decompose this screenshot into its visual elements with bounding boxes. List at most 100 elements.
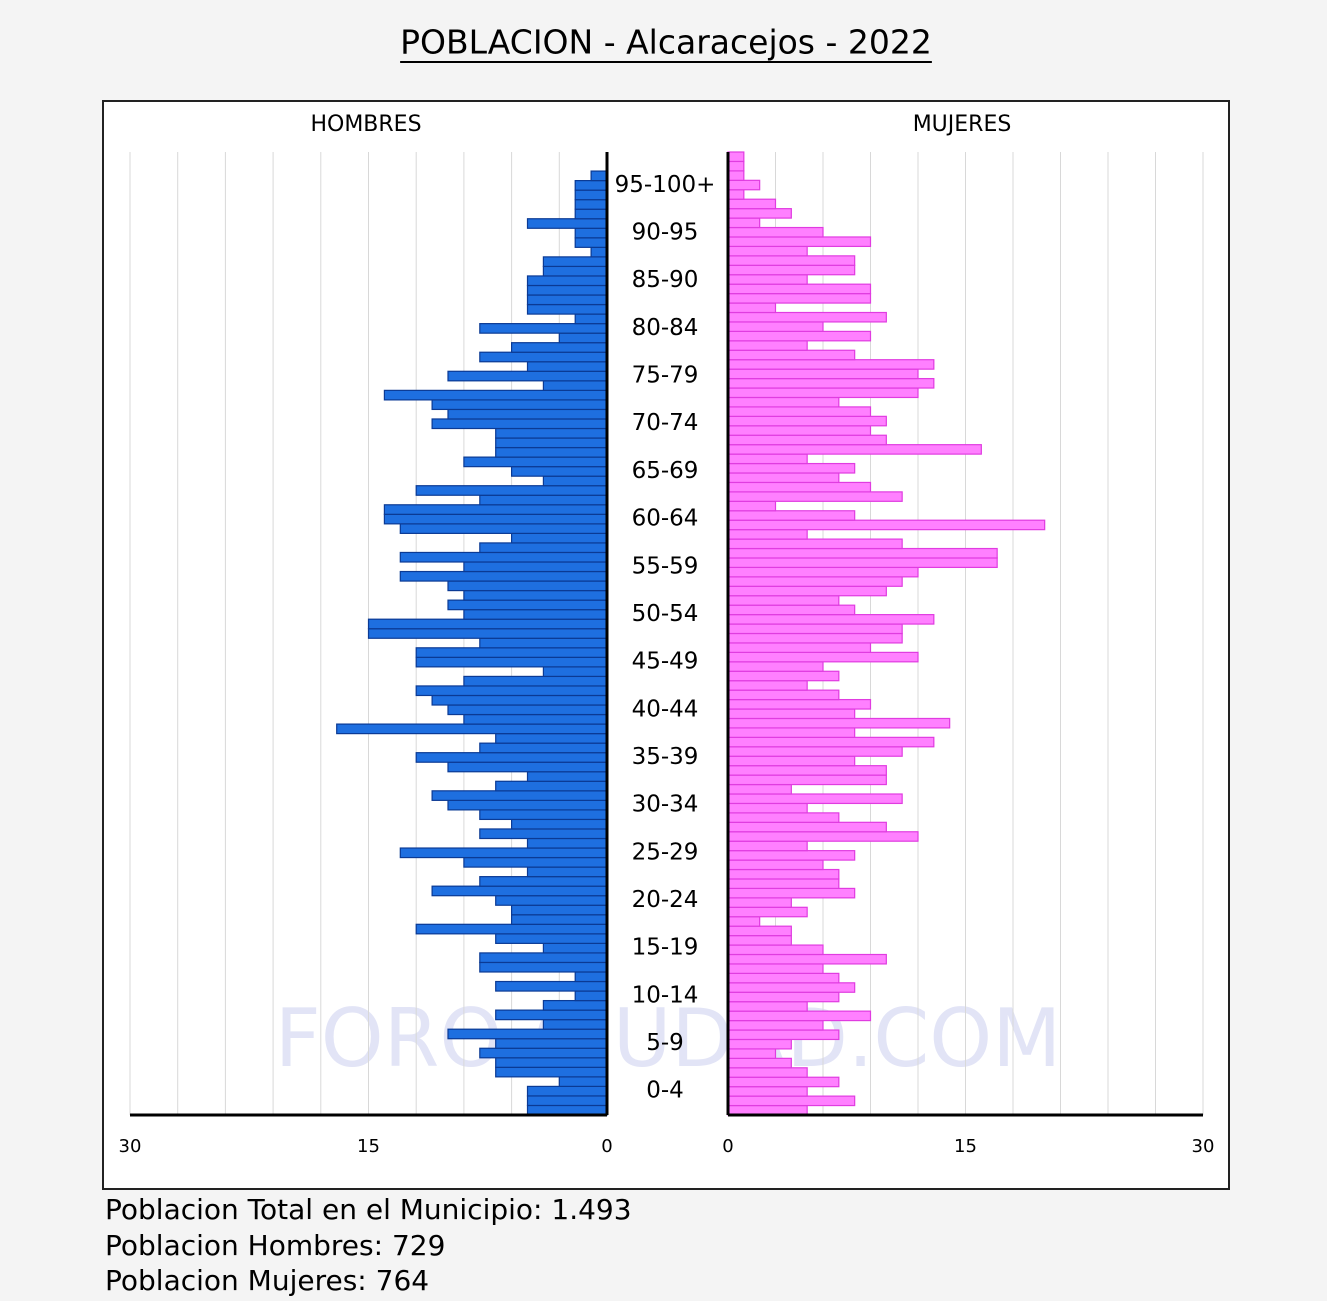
bar	[495, 980, 608, 992]
bar	[447, 599, 608, 611]
bar	[727, 736, 935, 748]
bar	[727, 368, 919, 380]
bar	[727, 283, 872, 295]
bar	[727, 510, 856, 521]
bar	[727, 623, 903, 635]
bar	[574, 208, 608, 220]
bar	[727, 208, 792, 219]
y-tick-label: 85-90	[632, 267, 699, 293]
bar	[479, 494, 608, 506]
bar	[727, 1086, 808, 1097]
bar	[727, 160, 745, 172]
bar	[495, 1066, 608, 1078]
bar	[727, 670, 840, 682]
bar	[574, 237, 608, 248]
bar	[727, 878, 840, 890]
bar	[727, 500, 777, 512]
bar	[463, 561, 608, 573]
bar	[727, 859, 824, 871]
bar	[463, 589, 608, 601]
bar	[526, 866, 608, 878]
bar	[415, 685, 608, 697]
bar	[495, 446, 608, 458]
bar	[727, 793, 903, 805]
bar	[479, 1047, 608, 1059]
bar	[574, 199, 608, 210]
y-tick-label: 25-29	[632, 839, 699, 865]
bar	[574, 990, 608, 1002]
bar	[727, 529, 808, 540]
bar	[727, 1010, 872, 1022]
bar	[542, 942, 608, 954]
y-tick-label: 65-69	[632, 458, 699, 484]
y-tick-label: 20-24	[632, 887, 699, 913]
bar	[495, 780, 608, 792]
bar	[399, 570, 608, 582]
bar	[495, 733, 608, 744]
bar	[727, 359, 935, 370]
bar	[727, 491, 903, 502]
bar	[542, 999, 608, 1011]
footer-line: Poblacion Mujeres: 764	[105, 1264, 429, 1297]
bar	[558, 1076, 608, 1087]
bar	[415, 656, 608, 668]
bar	[727, 802, 808, 814]
bar	[511, 818, 608, 830]
bar	[495, 933, 608, 944]
y-tick-label: 50-54	[632, 601, 699, 627]
y-tick-label: 60-64	[632, 506, 699, 532]
bar	[463, 609, 608, 620]
bar	[727, 906, 808, 918]
bar	[727, 198, 777, 210]
bar	[727, 812, 840, 823]
bar	[727, 547, 998, 559]
bar	[336, 723, 608, 735]
legend-right: MUJERES	[913, 112, 1012, 137]
bar	[727, 953, 887, 965]
bar	[727, 179, 761, 191]
bar	[526, 218, 608, 229]
bar	[727, 963, 824, 974]
bar	[727, 1048, 777, 1059]
bar	[727, 481, 872, 493]
bar	[727, 708, 856, 720]
bar	[727, 614, 935, 625]
bar	[463, 713, 608, 725]
x-tick-label: 0	[722, 1136, 733, 1157]
bar	[727, 651, 919, 663]
bar	[383, 513, 608, 525]
x-tick-label: 30	[1192, 1136, 1215, 1157]
bar	[727, 566, 919, 578]
x-tick-label: 15	[357, 1136, 380, 1157]
y-tick-label: 75-79	[632, 363, 699, 389]
bar	[727, 1001, 808, 1012]
bar	[415, 752, 608, 763]
bar	[431, 885, 608, 897]
bar	[479, 637, 608, 649]
footer-line: Poblacion Hombres: 729	[105, 1229, 445, 1262]
bar	[727, 519, 1046, 531]
bar	[542, 380, 608, 391]
plot-frame	[102, 100, 1230, 1190]
y-tick-label: 70-74	[632, 410, 699, 436]
bar	[727, 557, 998, 569]
bar	[495, 437, 608, 449]
bar	[479, 809, 608, 821]
y-tick-label: 10-14	[632, 982, 699, 1008]
bar	[727, 1076, 840, 1088]
bar	[542, 265, 608, 277]
bar	[727, 151, 745, 163]
bar	[727, 595, 840, 606]
bar	[415, 485, 608, 496]
bar	[727, 387, 919, 399]
bar	[727, 868, 840, 880]
bar	[727, 462, 856, 474]
bar	[590, 170, 608, 182]
bar	[727, 944, 824, 956]
bar	[526, 284, 608, 296]
x-tick-label: 15	[954, 1136, 977, 1157]
bar	[479, 828, 608, 840]
bar	[727, 226, 824, 238]
bar	[526, 361, 608, 372]
